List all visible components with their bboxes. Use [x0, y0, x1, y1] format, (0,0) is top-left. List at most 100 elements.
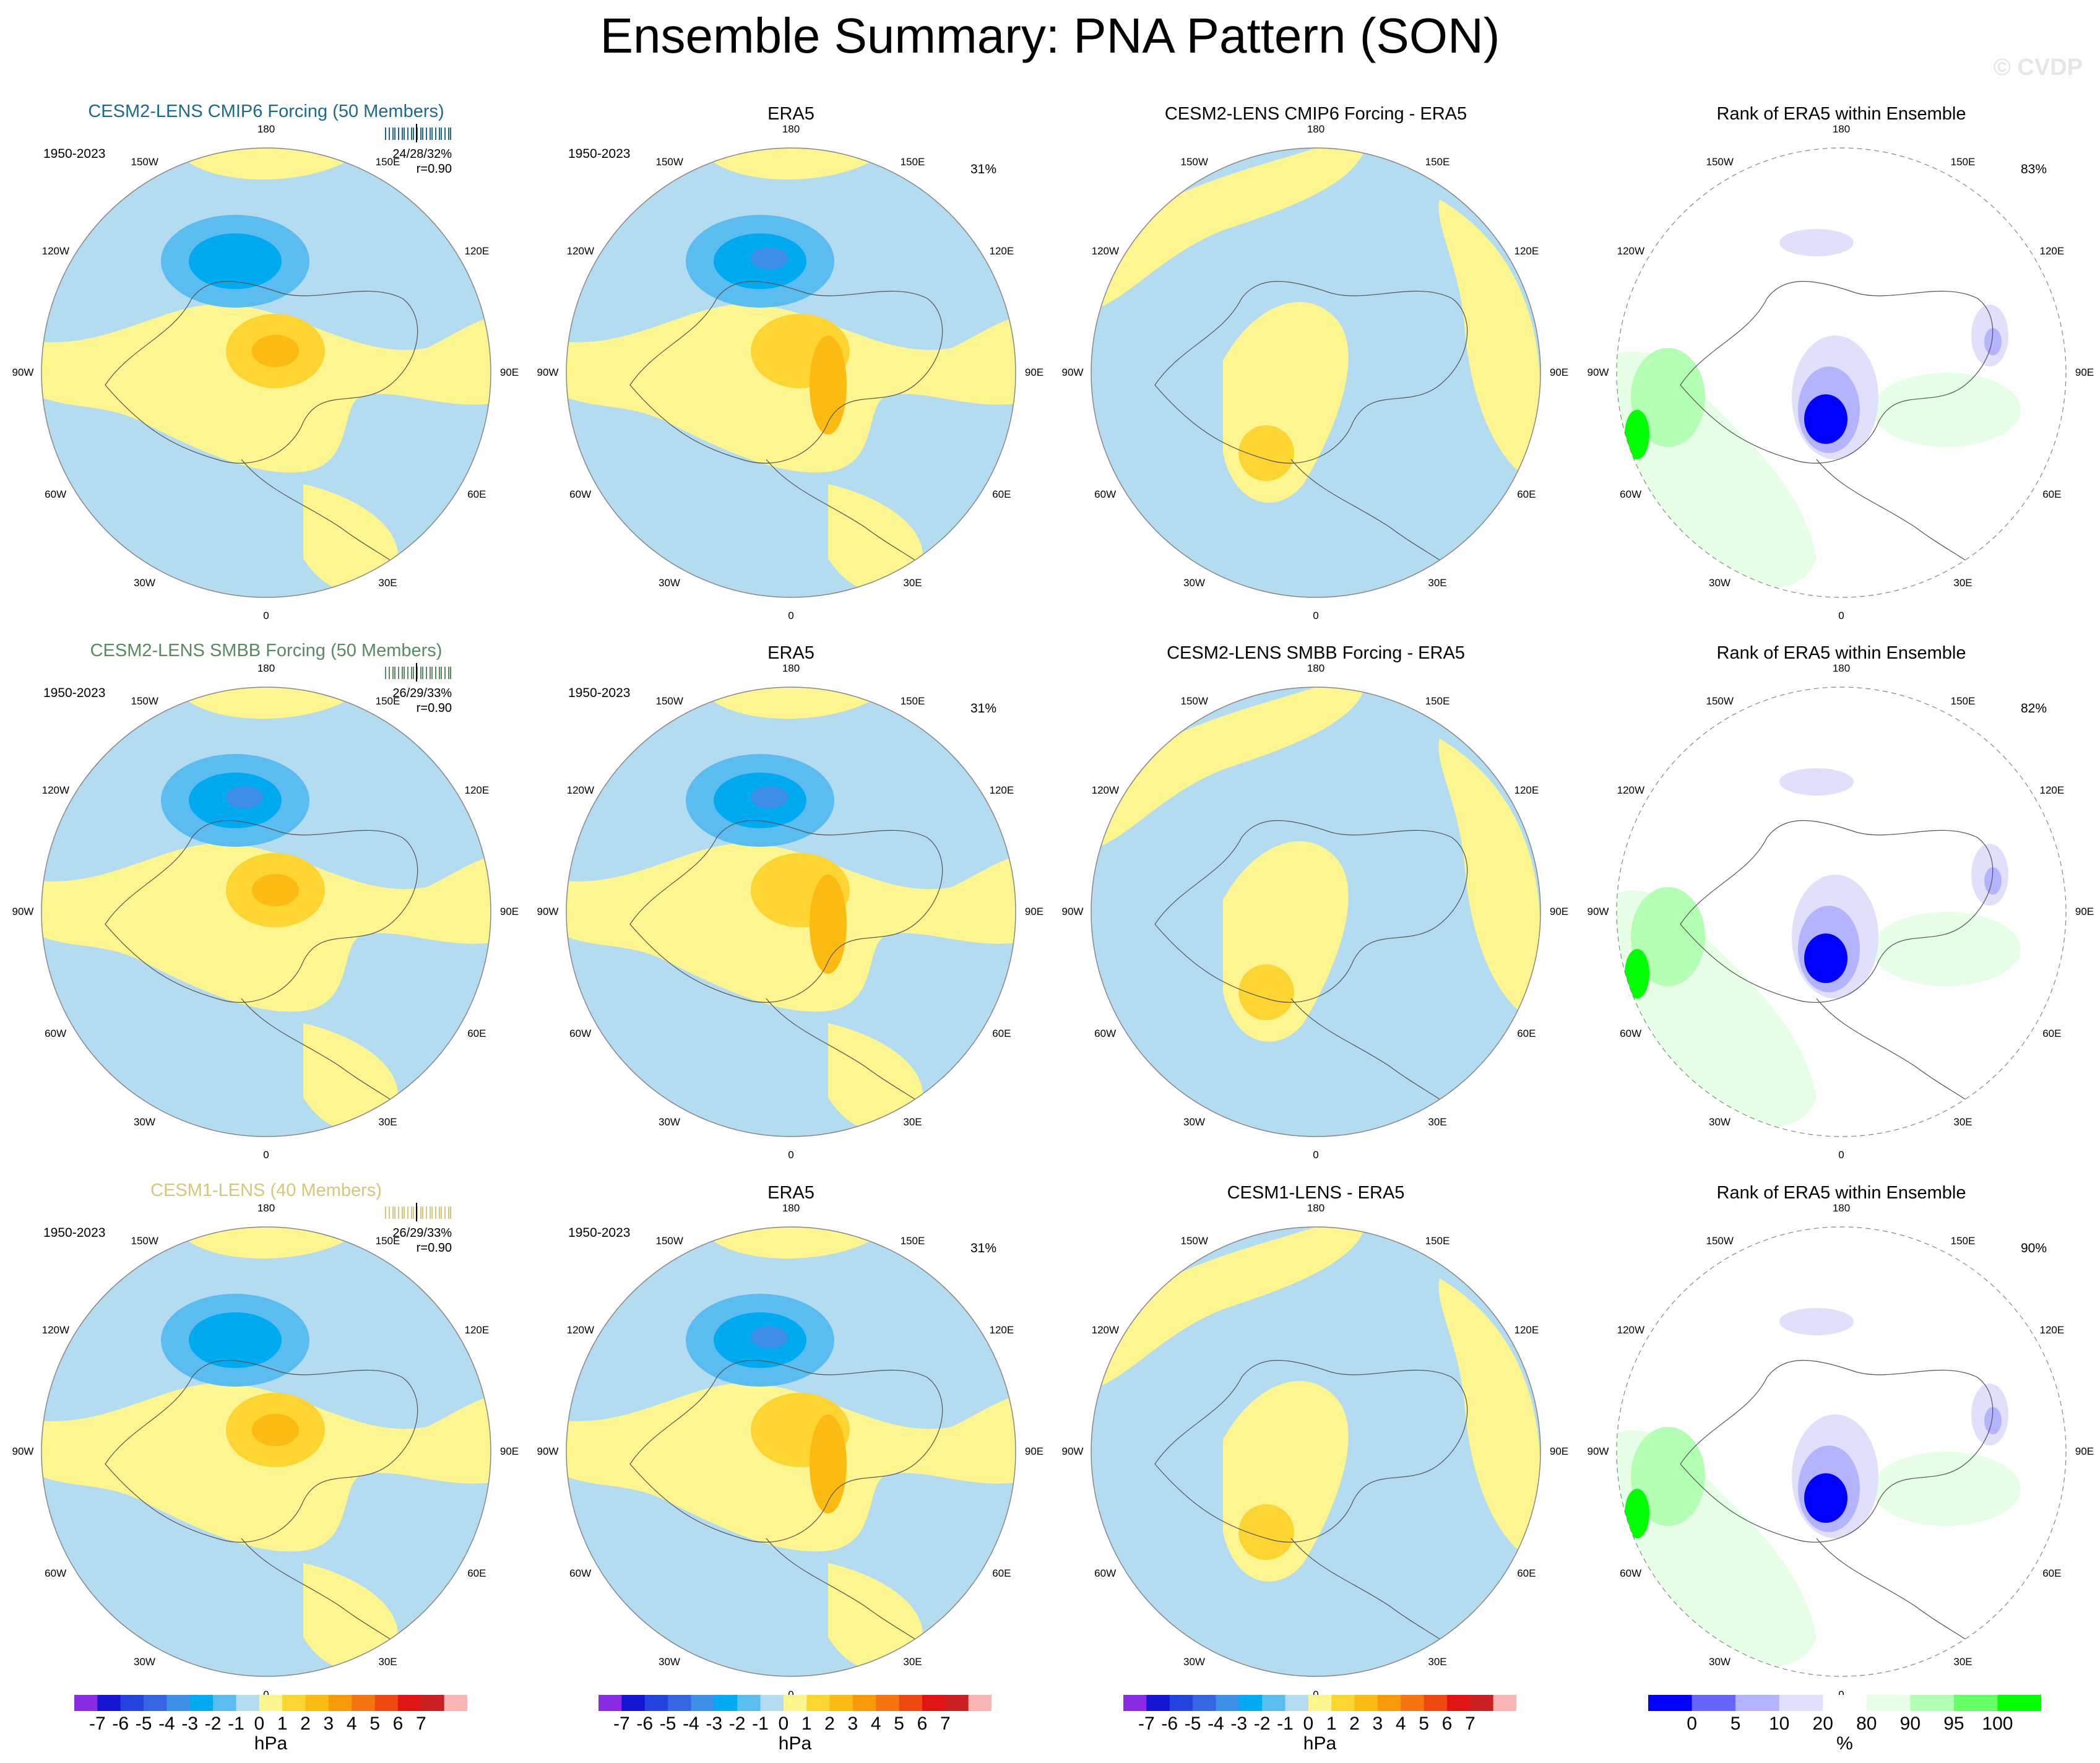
colorbar-tick-label: 4	[346, 1713, 357, 1734]
longitude-label: 60W	[1094, 1027, 1117, 1039]
rank-green-east	[1872, 373, 2021, 447]
pna-high-core	[252, 1414, 299, 1446]
diff-panel-title: CESM2-LENS SMBB Forcing - ERA5	[1167, 643, 1465, 663]
colorbar-swatch	[1692, 1695, 1736, 1711]
longitude-label: 0	[1838, 1149, 1844, 1161]
period-label: 1950-2023	[43, 147, 106, 161]
longitude-label: 180	[1832, 123, 1851, 135]
rank-green-max	[1625, 1489, 1649, 1538]
pattern-correlation-pct: 83%	[2021, 162, 2047, 176]
pna-high-core	[810, 336, 847, 435]
longitude-label: 30E	[903, 577, 922, 589]
longitude-label: 90W	[537, 906, 559, 917]
pattern-correlation-pct: 31%	[970, 162, 997, 176]
colorbar-tick-label: 10	[1768, 1713, 1790, 1734]
rank-blue-north	[1779, 768, 1854, 795]
longitude-label: 60W	[1094, 488, 1117, 500]
colorbar-tick-label: -4	[158, 1713, 175, 1734]
coastline	[105, 1360, 418, 1543]
longitude-label: 120W	[41, 1323, 70, 1336]
colorbar-swatch	[1779, 1695, 1823, 1711]
longitude-label: 150E	[1425, 695, 1450, 707]
longitude-label: 30E	[378, 1116, 397, 1128]
map-boundary	[41, 147, 491, 598]
colorbar-tick-label: -7	[89, 1713, 106, 1734]
obs-polar-map	[566, 1226, 1016, 1677]
longitude-label: 30E	[1953, 1116, 1973, 1128]
ensemble-polar-map	[41, 1226, 491, 1677]
longitude-label: 30E	[1953, 577, 1973, 589]
pna-high-core	[810, 1414, 847, 1514]
colorbar-tick-label: 7	[940, 1713, 951, 1734]
colorbar-tick-label: 5	[1730, 1713, 1741, 1734]
longitude-label: 120W	[566, 1323, 595, 1336]
longitude-label: 0	[263, 610, 269, 622]
north-pacific-positive	[698, 687, 890, 719]
longitude-label: 90W	[12, 366, 34, 378]
rank-green-east	[1872, 1452, 2021, 1526]
diff-positive-north	[1091, 148, 1365, 311]
map-boundary	[1616, 147, 2067, 598]
colorbar-swatch	[922, 1695, 946, 1711]
map-boundary	[1091, 687, 1541, 1137]
ensemble-correlation: r=0.90	[416, 701, 452, 715]
colorbar-tick-label: -4	[683, 1713, 699, 1734]
longitude-label: 150E	[375, 695, 400, 707]
colorbar-tick-label: 1	[277, 1713, 288, 1734]
colorbar-tick-label: 95	[1943, 1713, 1964, 1734]
longitude-label: 90W	[1061, 1445, 1084, 1457]
rank-blue-north	[1779, 229, 1854, 256]
longitude-label: 120E	[1514, 784, 1539, 796]
colorbar-swatch	[1146, 1695, 1170, 1711]
colorbar-swatch	[829, 1695, 853, 1711]
longitude-label: 120W	[41, 245, 70, 257]
colorbar-tick-label: 2	[824, 1713, 835, 1734]
longitude-label: 120W	[1091, 245, 1120, 257]
longitude-label: 150W	[655, 155, 683, 168]
north-pacific-positive	[698, 1227, 890, 1259]
coastline	[629, 281, 943, 464]
period-label: 1950-2023	[43, 1226, 106, 1240]
positive-anomaly-belt	[41, 843, 491, 1012]
colorbar-swatch	[737, 1695, 761, 1711]
colorbar-tick-label: 0	[778, 1713, 789, 1734]
longitude-label: 180	[1307, 662, 1325, 674]
colorbar-tick-label: 80	[1856, 1713, 1877, 1734]
colorbar-unit: hPa	[254, 1733, 288, 1754]
colorbar-tick-label: -3	[1230, 1713, 1248, 1734]
positive-anomaly-belt	[566, 843, 1016, 1012]
pna-high-core	[810, 875, 847, 974]
rank-blue-core	[1804, 933, 1847, 983]
pna-low-core	[226, 786, 263, 808]
colorbar-tick-label: -4	[1208, 1713, 1224, 1734]
diff-polar-map	[1091, 687, 1541, 1137]
colorbar-swatch	[421, 1695, 445, 1711]
colorbar-unit: hPa	[778, 1733, 812, 1754]
rank-blue-core	[1804, 1473, 1847, 1523]
longitude-label: 90E	[1549, 366, 1569, 378]
longitude-label: 150E	[1950, 155, 1976, 168]
longitude-label: 120E	[2039, 245, 2065, 257]
longitude-label: 30W	[659, 1116, 680, 1128]
longitude-label: 0	[1313, 1149, 1319, 1161]
longitude-label: 60E	[2042, 488, 2062, 500]
colorbar-tick-label: -6	[1161, 1713, 1178, 1734]
longitude-label: 90W	[1587, 366, 1609, 378]
colorbar-swatch	[1470, 1695, 1494, 1711]
longitude-label: 90E	[1549, 1445, 1569, 1457]
ensemble-pct-range: 26/29/33%	[392, 687, 452, 700]
longitude-label: 30E	[1428, 577, 1447, 589]
colorbar-swatch	[598, 1695, 622, 1711]
longitude-label: 30E	[903, 1116, 922, 1128]
colorbar-swatch	[120, 1695, 144, 1711]
colorbar_hpa-colorbar	[74, 1695, 467, 1711]
colorbar-tick-label: 6	[917, 1713, 928, 1734]
longitude-label: 30W	[1709, 1116, 1731, 1128]
longitude-label: 150E	[375, 1234, 400, 1247]
longitude-label: 30W	[1183, 577, 1205, 589]
longitude-label: 120E	[464, 1323, 490, 1336]
longitude-label: 30W	[659, 1656, 680, 1668]
colorbar-swatch	[1401, 1695, 1425, 1711]
longitude-label: 90W	[12, 906, 34, 917]
colorbar-tick-label: -2	[204, 1713, 222, 1734]
